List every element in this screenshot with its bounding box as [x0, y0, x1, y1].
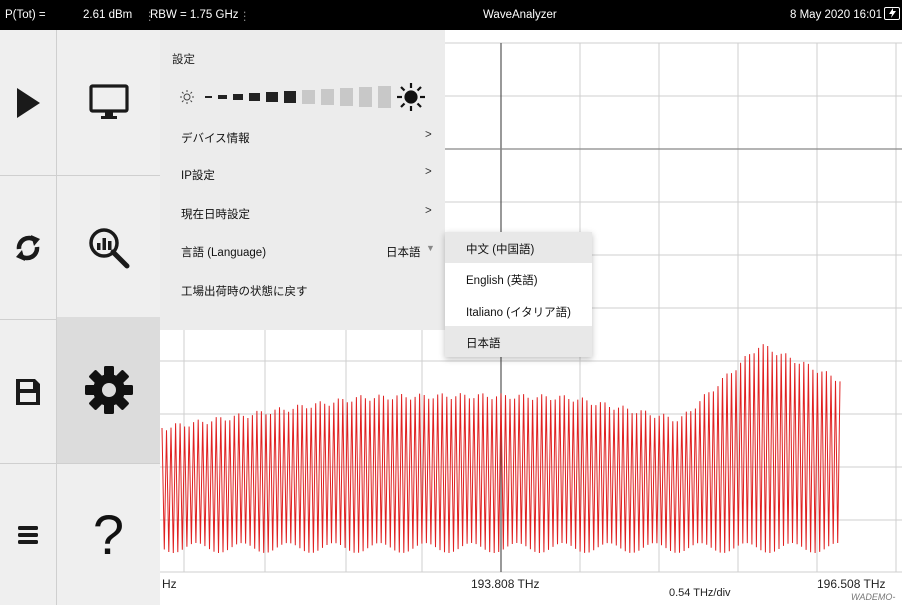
play-icon [15, 87, 41, 119]
status-bar: P(Tot) = 2.61 dBm ⋮ RBW = 1.75 GHz ⋮ Wav… [0, 0, 902, 30]
x-axis-left-label: Hz [162, 577, 177, 591]
analysis-button[interactable] [57, 176, 160, 319]
search-chart-icon [87, 226, 131, 270]
settings-button[interactable] [57, 317, 160, 463]
help-button[interactable]: ? [57, 464, 160, 605]
refresh-icon [12, 232, 44, 264]
gear-icon [84, 365, 134, 415]
caret-down-icon: ▼ [426, 243, 435, 253]
battery-charging-icon [884, 7, 900, 20]
sun-dim-icon [180, 90, 194, 104]
factory-reset-row[interactable]: 工場出荷時の状態に戻す [160, 274, 445, 304]
x-axis-right-label: 196.508 THz [817, 577, 886, 591]
x-axis-center-label: 193.808 THz [471, 577, 540, 591]
chevron-right-icon: > [425, 205, 432, 217]
option-label: Italiano (イタリア語) [466, 304, 571, 320]
option-label: 中文 (中国語) [466, 241, 534, 257]
brightness-slider[interactable] [160, 78, 445, 118]
total-power-label: P(Tot) = [5, 9, 46, 21]
settings-panel: 設定 [160, 30, 445, 330]
settings-title: 設定 [172, 51, 195, 67]
run-button[interactable] [0, 30, 56, 175]
device-info-label: デバイス情報 [181, 130, 250, 146]
menu-button[interactable] [0, 464, 56, 605]
chevron-right-icon: > [425, 129, 432, 141]
display-button[interactable] [57, 30, 160, 175]
monitor-icon [89, 84, 129, 122]
ip-settings-row[interactable]: IP設定 > [160, 158, 445, 188]
separator-icon: ⋮ [239, 9, 251, 23]
language-row[interactable]: 言語 (Language) 日本語 ▼ [160, 235, 445, 265]
language-option-chinese[interactable]: 中文 (中国語) [445, 232, 592, 263]
nav-divider [56, 30, 57, 605]
save-icon [15, 378, 41, 406]
datetime-settings-label: 現在日時設定 [181, 206, 250, 222]
option-label: English (英語) [466, 272, 538, 288]
language-option-english[interactable]: English (英語) [445, 263, 592, 294]
side-nav: ? [0, 30, 160, 605]
rbw-readout: RBW = 1.75 GHz [150, 9, 239, 21]
chevron-right-icon: > [425, 166, 432, 178]
watermark: WADEMO- [851, 592, 895, 602]
sun-bright-icon [397, 83, 425, 111]
datetime: 8 May 2020 16:01 [790, 9, 882, 21]
x-scale-label: 0.54 THz/div [669, 587, 731, 599]
reset-button[interactable] [0, 176, 56, 319]
ip-settings-label: IP設定 [181, 167, 215, 183]
language-option-japanese[interactable]: 日本語 [445, 326, 592, 357]
menu-icon [17, 525, 39, 545]
language-option-italian[interactable]: Italiano (イタリア語) [445, 295, 592, 326]
save-button[interactable] [0, 320, 56, 463]
app-title: WaveAnalyzer [483, 9, 557, 21]
option-label: 日本語 [466, 335, 501, 351]
datetime-settings-row[interactable]: 現在日時設定 > [160, 197, 445, 227]
language-label: 言語 (Language) [181, 244, 266, 260]
factory-reset-label: 工場出荷時の状態に戻す [181, 283, 308, 299]
language-value[interactable]: 日本語 [386, 244, 421, 260]
language-dropdown: 中文 (中国語) English (英語) Italiano (イタリア語) 日… [445, 232, 592, 357]
help-icon: ? [93, 502, 124, 567]
device-info-row[interactable]: デバイス情報 > [160, 121, 445, 151]
total-power-value: 2.61 dBm [83, 9, 132, 21]
